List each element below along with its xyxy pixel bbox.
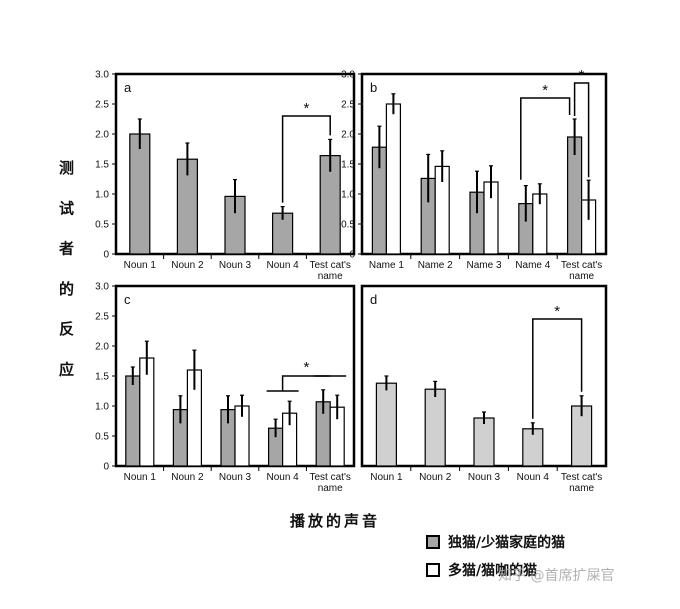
y-tick-label: 1.5: [95, 160, 109, 171]
significance-star: *: [554, 303, 560, 320]
significance-bracket: [281, 115, 331, 203]
bar-d: [375, 382, 397, 467]
legend-item-single-cat: 独猫/少猫家庭的猫: [426, 528, 565, 556]
significance-bracket: [281, 375, 331, 391]
x-tick-label: Test cat's: [561, 472, 602, 483]
legend-swatch-gray: [426, 535, 440, 549]
significance-star: *: [303, 359, 309, 376]
y-tick-label: 0.5: [95, 220, 109, 231]
bar-d: [473, 417, 495, 467]
x-tick-label: Noun 4: [517, 472, 550, 483]
x-tick-label: Noun 4: [266, 260, 299, 271]
x-tick-label: Noun 1: [124, 472, 157, 483]
x-tick-label: Noun 2: [171, 260, 204, 271]
y-tick-label: 2.5: [95, 100, 109, 111]
significance-star: *: [303, 100, 309, 117]
x-tick-label: Noun 1: [124, 260, 157, 271]
x-tick-label: Test cat's: [310, 260, 351, 271]
y-tick-label: 1.0: [95, 190, 109, 201]
legend-label: 独猫/少猫家庭的猫: [448, 535, 566, 551]
legend-item-multi-cat: 多猫/猫咖的猫: [426, 556, 565, 584]
significance-bracket: [532, 318, 583, 419]
y-tick-label: 2.5: [341, 100, 355, 111]
y-tick-label: 3.0: [95, 70, 109, 81]
y-tick-label: 0: [103, 250, 109, 261]
x-tick-label: name: [318, 483, 343, 494]
legend-label: 多猫/猫咖的猫: [448, 563, 538, 579]
y-tick-label: 0: [349, 250, 355, 261]
y-tick-label: 3.0: [341, 70, 355, 81]
x-tick-label: Name 4: [515, 260, 550, 271]
bar-c: [125, 375, 141, 467]
x-tick-label: Test cat's: [310, 472, 351, 483]
y-tick-label: 1.5: [95, 372, 109, 383]
x-tick-label: Noun 4: [266, 472, 299, 483]
x-tick-label: name: [569, 271, 594, 282]
x-tick-label: Name 1: [369, 260, 404, 271]
x-tick-label: Name 2: [418, 260, 453, 271]
x-tick-label: Noun 3: [219, 260, 252, 271]
x-tick-label: Noun 1: [370, 472, 403, 483]
y-tick-label: 2.0: [95, 130, 109, 141]
bar-b: [385, 103, 401, 255]
y-tick-label: 1.0: [341, 190, 355, 201]
x-tick-label: Test cat's: [561, 260, 602, 271]
bar-a: [129, 133, 151, 255]
x-tick-label: Noun 3: [219, 472, 252, 483]
y-axis-label: 测 试 者 的 反 应: [57, 160, 75, 387]
panel-label: b: [370, 80, 377, 95]
significance-bracket: [520, 97, 571, 180]
panel-label: a: [124, 80, 132, 95]
y-tick-label: 0.5: [95, 432, 109, 443]
watermark: 知乎 @首席扩屎官: [498, 568, 615, 584]
legend-swatch-white: [426, 563, 440, 577]
y-tick-label: 3.0: [95, 282, 109, 293]
x-tick-label: Name 3: [466, 260, 501, 271]
x-tick-label: name: [318, 271, 343, 282]
y-tick-label: 1.0: [95, 402, 109, 413]
x-tick-label: Noun 2: [171, 472, 204, 483]
y-tick-label: 0: [103, 462, 109, 473]
y-tick-label: 0.5: [341, 220, 355, 231]
x-tick-label: Noun 3: [468, 472, 501, 483]
y-tick-label: 2.5: [95, 312, 109, 323]
y-tick-label: 2.0: [95, 342, 109, 353]
significance-star: *: [579, 67, 585, 84]
y-tick-label: 2.0: [341, 130, 355, 141]
significance-bracket: [573, 82, 590, 178]
x-axis-label: 播放的声音: [290, 512, 381, 530]
x-tick-label: Noun 2: [419, 472, 452, 483]
bar-d: [424, 388, 446, 467]
panel-label: d: [370, 292, 377, 307]
y-tick-label: 1.5: [341, 160, 355, 171]
significance-star: *: [542, 82, 548, 99]
legend: 独猫/少猫家庭的猫 多猫/猫咖的猫: [426, 528, 565, 584]
panel-label: c: [124, 292, 131, 307]
x-tick-label: name: [569, 483, 594, 494]
